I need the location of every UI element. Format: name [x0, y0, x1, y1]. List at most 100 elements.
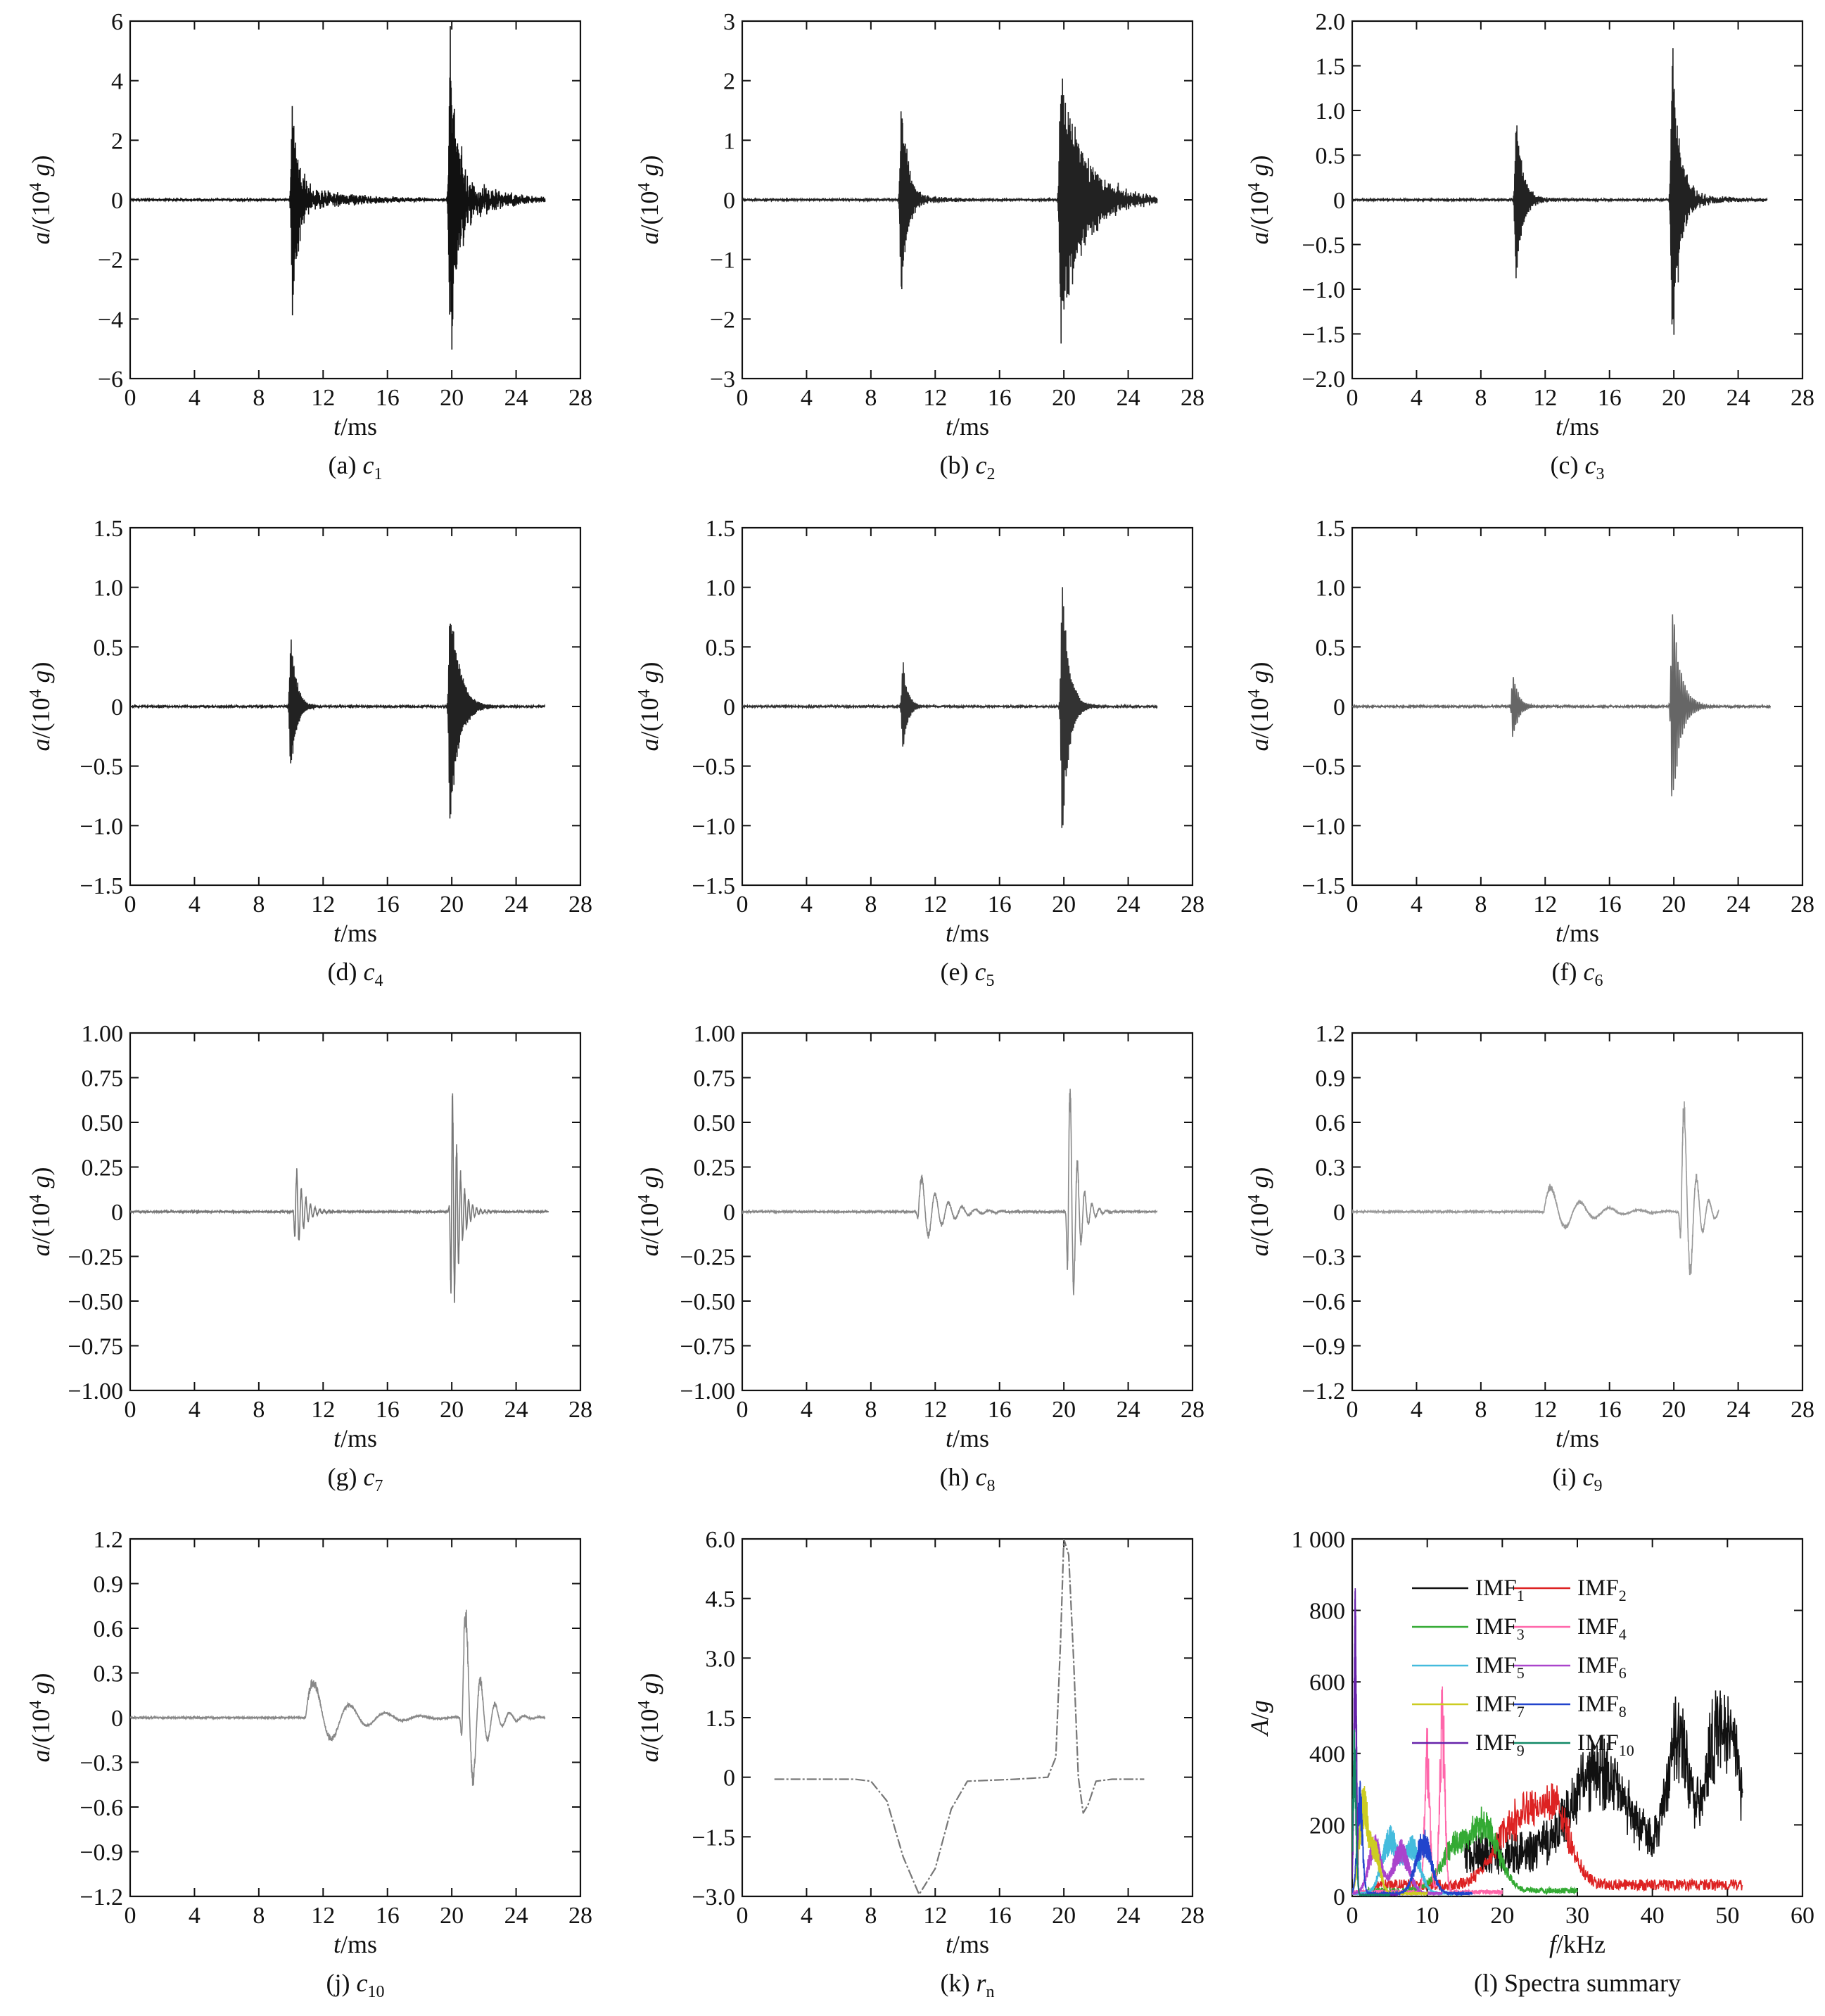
- signal-series: [1352, 614, 1772, 797]
- x-tick-label: 28: [1791, 1397, 1814, 1423]
- x-tick-label: 20: [1052, 1397, 1076, 1423]
- y-tick-label: 1.5: [706, 1706, 736, 1732]
- y-tick-label: 0.6: [94, 1616, 124, 1642]
- x-tick-label: 12: [311, 1903, 335, 1929]
- x-tick-label: 24: [1117, 385, 1140, 411]
- y-tick-label: −0.3: [1302, 1245, 1345, 1271]
- x-tick-label: 4: [801, 385, 813, 411]
- x-tick-label: 40: [1641, 1903, 1665, 1929]
- x-axis-label: t/ms: [946, 412, 989, 440]
- y-tick-label: −1.5: [80, 873, 123, 899]
- x-tick-label: 24: [1117, 892, 1140, 918]
- x-tick-label: 12: [923, 385, 947, 411]
- x-tick-label: 28: [1181, 385, 1204, 411]
- x-axis-label: t/ms: [333, 1930, 377, 1958]
- y-tick-label: 1.5: [1316, 516, 1346, 542]
- x-tick-label: 0: [737, 385, 749, 411]
- x-axis-label: t/ms: [1556, 919, 1599, 947]
- y-tick-label: −1.0: [692, 813, 735, 839]
- y-tick-label: 0: [723, 1765, 735, 1792]
- x-tick-label: 16: [1598, 892, 1622, 918]
- legend-entry: IMF2: [1577, 1576, 1627, 1604]
- y-tick-label: 0.9: [1316, 1066, 1346, 1092]
- y-tick-label: 2: [111, 128, 123, 154]
- x-tick-label: 4: [1411, 1397, 1423, 1423]
- x-tick-label: 0: [737, 892, 749, 918]
- signal-series: [742, 1089, 1158, 1295]
- y-tick-label: −0.5: [1302, 233, 1345, 259]
- y-tick-label: 6: [111, 9, 123, 35]
- y-tick-label: 0.50: [82, 1110, 124, 1136]
- x-tick-label: 16: [376, 1397, 400, 1423]
- x-tick-label: 28: [1791, 385, 1814, 411]
- panel-caption: (c) c3: [1551, 451, 1605, 483]
- legend-entry: IMF10: [1577, 1730, 1634, 1759]
- legend-entry: IMF9: [1475, 1730, 1525, 1759]
- x-tick-label: 12: [923, 892, 947, 918]
- x-tick-label: 10: [1416, 1903, 1439, 1929]
- x-tick-label: 20: [1052, 1903, 1076, 1929]
- y-tick-label: −4: [98, 307, 123, 333]
- y-tick-label: −1: [710, 248, 735, 274]
- y-tick-label: 0.25: [694, 1155, 736, 1181]
- x-tick-label: 12: [311, 1397, 335, 1423]
- y-tick-label: −3.0: [692, 1884, 735, 1910]
- y-tick-label: −1.5: [692, 1825, 735, 1851]
- y-tick-label: −0.5: [80, 754, 123, 780]
- chart-d: 0 4 8 12 16 20 24 28 −1.5 −1.0 −0.5 0 0.5 1.0 1.5 t/ms a…: [27, 516, 592, 990]
- x-tick-label: 24: [504, 892, 528, 918]
- y-tick-label: 1.0: [1316, 99, 1346, 125]
- x-tick-label: 16: [1598, 1397, 1622, 1423]
- y-tick-label: 0.75: [694, 1066, 736, 1092]
- y-axis-label: a/(104 g): [635, 156, 663, 245]
- x-tick-label: 0: [1347, 385, 1359, 411]
- y-tick-label: −1.00: [680, 1378, 735, 1405]
- y-tick-label: 0: [1333, 188, 1345, 214]
- y-tick-label: −0.3: [80, 1751, 123, 1777]
- x-tick-label: 20: [1662, 1397, 1686, 1423]
- y-axis-label: A/g: [1245, 1700, 1273, 1737]
- y-tick-label: 1 000: [1292, 1527, 1346, 1553]
- x-axis-label: t/ms: [333, 1424, 377, 1452]
- x-axis-label: t/ms: [333, 919, 377, 947]
- x-tick-label: 16: [988, 1903, 1012, 1929]
- x-tick-label: 16: [376, 385, 400, 411]
- x-tick-label: 60: [1791, 1903, 1814, 1929]
- x-tick-label: 20: [1662, 892, 1686, 918]
- x-axis-label: t/ms: [946, 919, 989, 947]
- panel-caption: (i) c9: [1553, 1463, 1603, 1495]
- x-tick-label: 8: [253, 1397, 265, 1423]
- x-tick-label: 8: [1475, 385, 1487, 411]
- x-tick-label: 8: [865, 892, 877, 918]
- y-tick-label: 1.00: [82, 1021, 124, 1047]
- x-tick-label: 12: [1533, 385, 1557, 411]
- signal-series: [1352, 1101, 1719, 1276]
- chart-j: 0 4 8 12 16 20 24 28 −1.2 −0.9 −0.6 −0.3 0 0.3 0.6 0.9 1…: [27, 1527, 592, 2001]
- panel-caption: (j) c10: [326, 1969, 385, 2001]
- y-tick-label: −1.0: [1302, 277, 1345, 303]
- y-tick-label: 1.5: [1316, 54, 1346, 80]
- signal-series: [1352, 48, 1768, 335]
- x-tick-label: 28: [568, 385, 592, 411]
- y-tick-label: 0: [1333, 695, 1345, 721]
- x-tick-label: 0: [125, 1903, 136, 1929]
- spectrum-series-imf10: [1352, 1730, 1391, 1896]
- y-axis-label: a/(104 g): [27, 662, 55, 752]
- x-tick-label: 24: [1117, 1397, 1140, 1423]
- y-tick-label: −0.9: [1302, 1334, 1345, 1360]
- y-tick-label: −1.00: [68, 1378, 123, 1405]
- panel-caption: (k) rn: [941, 1969, 995, 2001]
- legend-entry: IMF7: [1475, 1692, 1525, 1720]
- y-tick-label: 4: [111, 69, 123, 95]
- y-axis-label: a/(104 g): [635, 662, 663, 752]
- x-tick-label: 8: [253, 892, 265, 918]
- x-tick-label: 12: [1533, 892, 1557, 918]
- y-tick-label: −0.50: [680, 1289, 735, 1315]
- x-tick-label: 24: [504, 1397, 528, 1423]
- y-tick-label: −0.75: [680, 1334, 735, 1360]
- y-axis-label: a/(104 g): [1245, 156, 1273, 245]
- y-tick-label: 1.00: [694, 1021, 736, 1047]
- signal-series: [130, 1609, 546, 1786]
- x-tick-label: 28: [1791, 892, 1814, 918]
- y-tick-label: 0.3: [1316, 1155, 1346, 1181]
